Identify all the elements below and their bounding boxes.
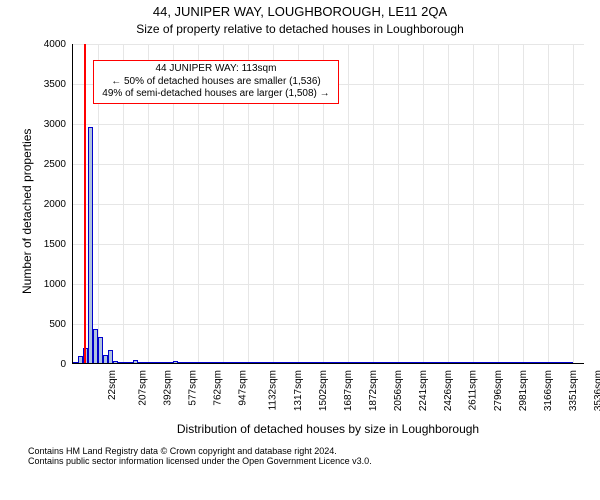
x-axis-label: Distribution of detached houses by size … bbox=[72, 422, 584, 436]
gridline-h bbox=[73, 124, 584, 125]
x-tick-label: 207sqm bbox=[138, 370, 149, 406]
x-tick-label: 577sqm bbox=[188, 370, 199, 406]
x-tick-label: 2796sqm bbox=[493, 370, 504, 411]
chart-title-sub: Size of property relative to detached ho… bbox=[0, 22, 600, 36]
plot-area: 44 JUNIPER WAY: 113sqm← 50% of detached … bbox=[72, 44, 584, 364]
gridline-h bbox=[73, 44, 584, 45]
gridline-v bbox=[373, 44, 374, 364]
x-tick-label: 2611sqm bbox=[467, 370, 478, 410]
chart-title-main: 44, JUNIPER WAY, LOUGHBOROUGH, LE11 2QA bbox=[0, 4, 600, 19]
y-tick-label: 500 bbox=[28, 319, 66, 330]
x-tick-label: 22sqm bbox=[107, 370, 118, 400]
chart-container: 44, JUNIPER WAY, LOUGHBOROUGH, LE11 2QA … bbox=[0, 0, 600, 500]
gridline-h bbox=[73, 204, 584, 205]
annotation-box: 44 JUNIPER WAY: 113sqm← 50% of detached … bbox=[93, 60, 338, 104]
attribution-line: Contains public sector information licen… bbox=[28, 456, 600, 466]
attribution-text: Contains HM Land Registry data © Crown c… bbox=[0, 446, 600, 466]
x-tick-label: 3351sqm bbox=[568, 370, 579, 411]
gridline-h bbox=[73, 244, 584, 245]
annotation-line: ← 50% of detached houses are smaller (1,… bbox=[102, 76, 329, 89]
annotation-line: 49% of semi-detached houses are larger (… bbox=[102, 88, 329, 101]
x-tick-label: 3536sqm bbox=[593, 370, 600, 411]
gridline-v bbox=[573, 44, 574, 364]
gridline-v bbox=[548, 44, 549, 364]
histogram-bar bbox=[88, 127, 93, 363]
gridline-v bbox=[348, 44, 349, 364]
gridline-h bbox=[73, 284, 584, 285]
gridline-v bbox=[523, 44, 524, 364]
gridline-v bbox=[398, 44, 399, 364]
x-tick-label: 1872sqm bbox=[368, 370, 379, 411]
gridline-h bbox=[73, 164, 584, 165]
gridline-h bbox=[73, 324, 584, 325]
x-tick-label: 3166sqm bbox=[543, 370, 554, 411]
gridline-v bbox=[473, 44, 474, 364]
y-axis-label: Number of detached properties bbox=[20, 129, 34, 294]
subject-property-line bbox=[84, 44, 86, 363]
x-tick-label: 2426sqm bbox=[443, 370, 454, 411]
y-tick-label: 1000 bbox=[28, 279, 66, 290]
y-tick-label: 3000 bbox=[28, 119, 66, 130]
gridline-v bbox=[498, 44, 499, 364]
y-tick-label: 4000 bbox=[28, 39, 66, 50]
x-tick-label: 762sqm bbox=[213, 370, 224, 406]
x-tick-label: 1317sqm bbox=[293, 370, 304, 411]
x-tick-label: 392sqm bbox=[163, 370, 174, 406]
gridline-v bbox=[423, 44, 424, 364]
x-tick-label: 1502sqm bbox=[318, 370, 329, 411]
x-tick-label: 1687sqm bbox=[343, 370, 354, 411]
y-tick-label: 2000 bbox=[28, 199, 66, 210]
y-tick-label: 2500 bbox=[28, 159, 66, 170]
histogram-bar bbox=[568, 362, 573, 363]
y-tick-label: 0 bbox=[28, 359, 66, 370]
x-tick-label: 947sqm bbox=[238, 370, 249, 406]
x-tick-label: 2241sqm bbox=[418, 370, 429, 411]
y-tick-label: 3500 bbox=[28, 79, 66, 90]
x-tick-label: 1132sqm bbox=[267, 370, 278, 410]
attribution-line: Contains HM Land Registry data © Crown c… bbox=[28, 446, 600, 456]
annotation-line: 44 JUNIPER WAY: 113sqm bbox=[102, 63, 329, 76]
gridline-v bbox=[448, 44, 449, 364]
y-tick-label: 1500 bbox=[28, 239, 66, 250]
x-tick-label: 2981sqm bbox=[518, 370, 529, 411]
x-tick-label: 2056sqm bbox=[393, 370, 404, 411]
